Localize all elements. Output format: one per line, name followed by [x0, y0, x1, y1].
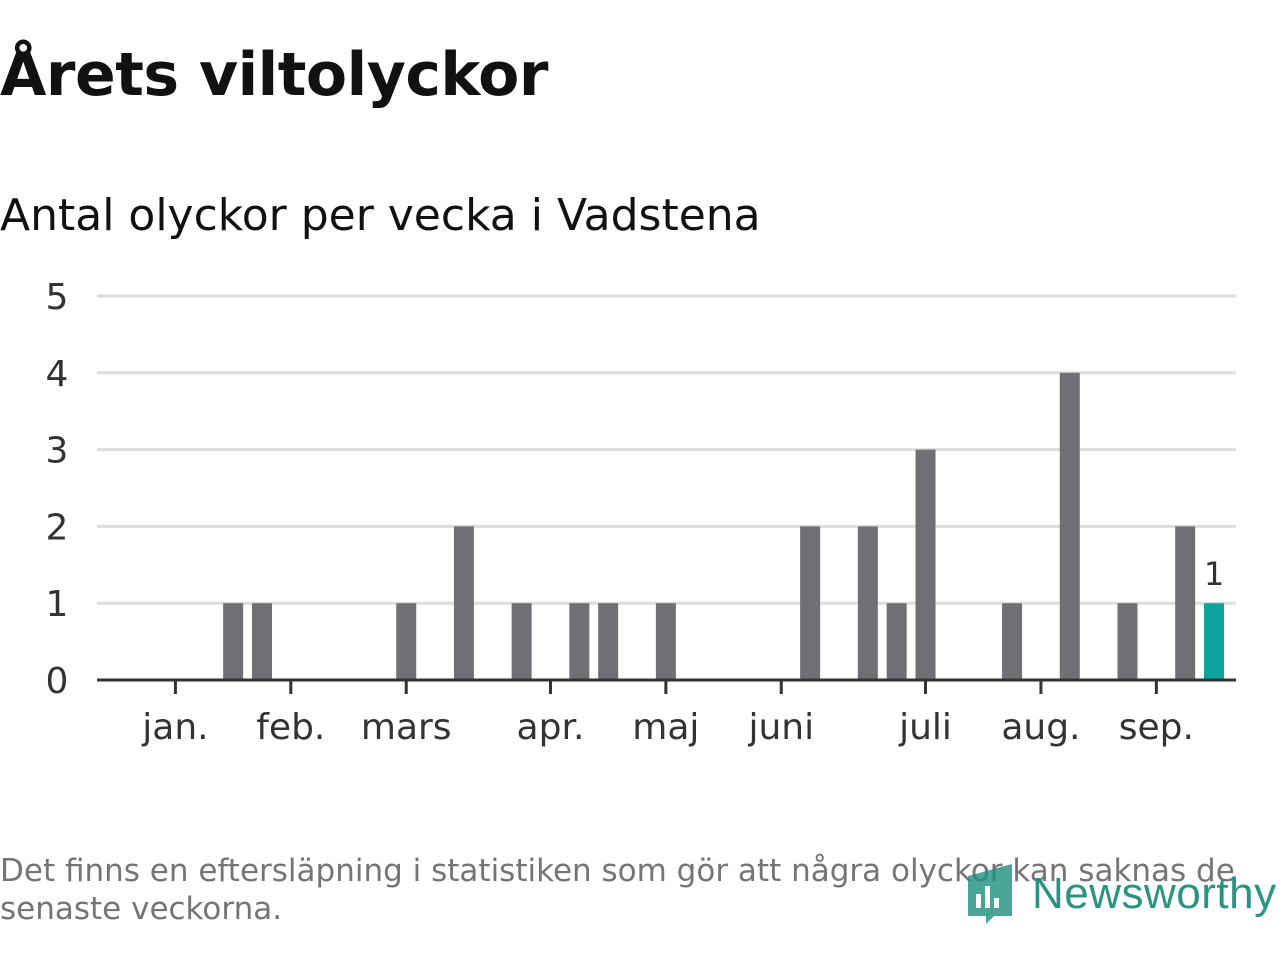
x-tick-label: juli [898, 707, 952, 748]
brand-logo: Newsworthy [964, 862, 1277, 926]
bar-highlight [1204, 603, 1225, 680]
x-tick-label: apr. [517, 707, 585, 748]
bar [1002, 603, 1023, 680]
bar [569, 603, 590, 680]
bar [598, 603, 619, 680]
bar [857, 526, 878, 680]
bar-chart: 0 1 2 3 4 5 jan. feb. mars apr. maj juni juli aug. se… [46, 277, 1236, 748]
x-tick-label: aug. [1001, 707, 1080, 748]
bar [511, 603, 532, 680]
chart-subtitle: Antal olyckor per vecka i Vadstena [0, 190, 761, 241]
bar [223, 603, 244, 680]
bar [1175, 526, 1196, 680]
x-tick-label: mars [361, 707, 452, 748]
bar-value-label: 1 [1204, 555, 1224, 593]
y-axis-ticks: 0 1 2 3 4 5 [46, 277, 69, 702]
x-tick-label: maj [632, 707, 699, 748]
bar [1117, 603, 1138, 680]
bar [886, 603, 907, 680]
y-tick-label: 0 [46, 661, 69, 702]
bars [223, 372, 1225, 680]
y-tick-label: 1 [46, 584, 69, 625]
y-tick-label: 4 [46, 354, 69, 395]
footnote: Det finns en eftersläpning i statistiken… [0, 853, 1235, 927]
x-tick-label: feb. [256, 707, 325, 748]
x-tick-label: jan. [141, 707, 208, 748]
data-labels: 1 [1204, 555, 1224, 593]
chart-title: Årets viltolyckor [0, 40, 549, 110]
bar [915, 449, 936, 680]
x-tick-label: sep. [1119, 707, 1194, 748]
bar [800, 526, 821, 680]
y-tick-label: 3 [46, 431, 69, 472]
bar [453, 526, 474, 680]
bar [1059, 372, 1080, 680]
y-tick-label: 5 [46, 277, 69, 318]
bar [396, 603, 417, 680]
x-tick-label: juni [747, 707, 814, 748]
bar [655, 603, 676, 680]
y-tick-label: 2 [46, 507, 69, 548]
newsworthy-bar-chart-logo-icon [968, 864, 1012, 924]
bar [251, 603, 272, 680]
x-axis-ticks: jan. feb. mars apr. maj juni juli aug. sep. [141, 680, 1194, 748]
brand-name: Newsworthy [1032, 869, 1277, 918]
